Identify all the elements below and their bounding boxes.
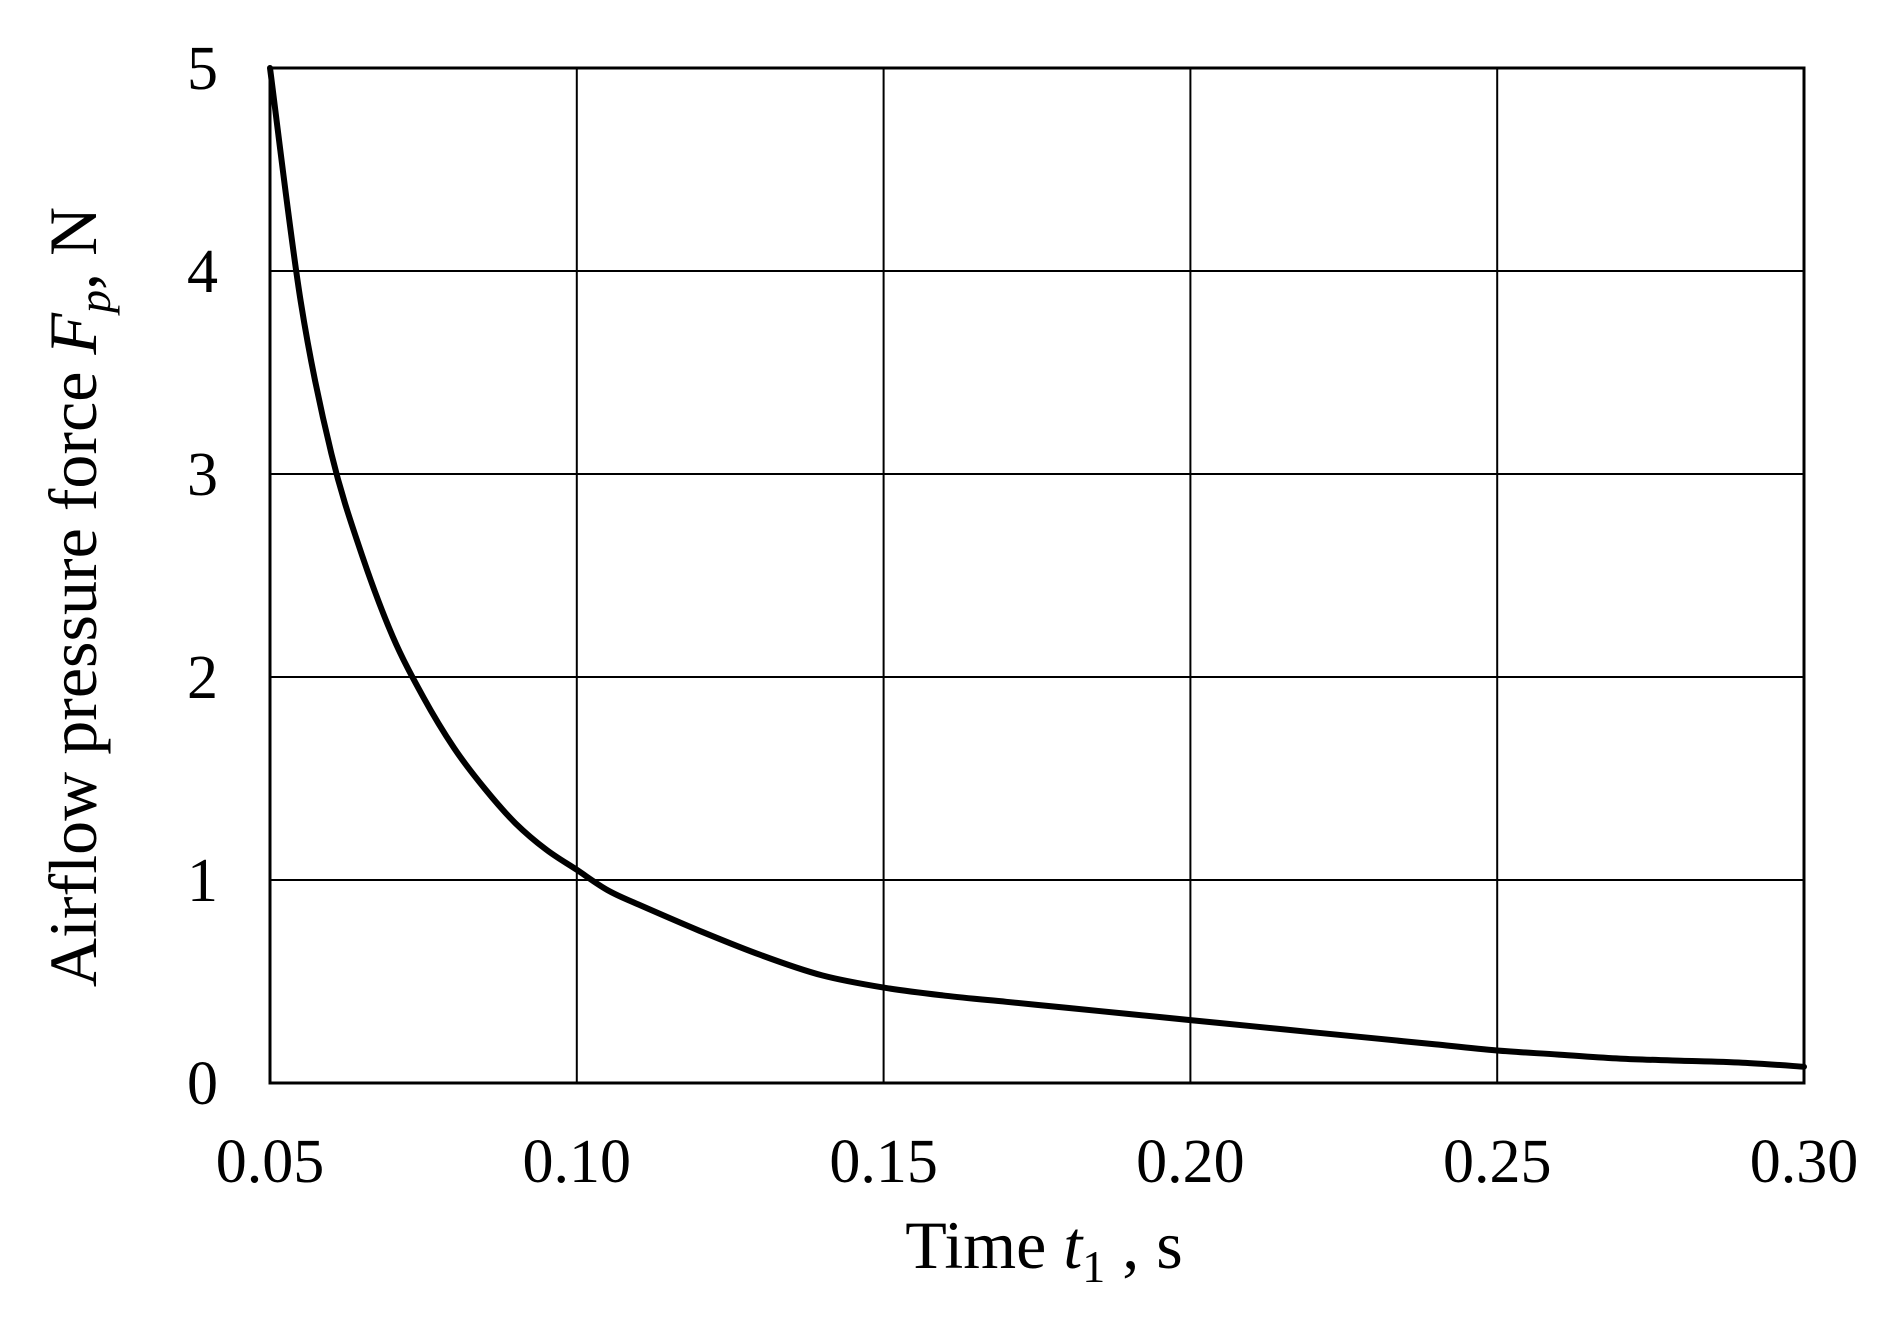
y-tick-label: 2 (187, 644, 218, 712)
y-axis-title-sub: p (69, 290, 120, 316)
y-tick-label: 1 (187, 847, 218, 915)
series-line (267, 65, 1807, 1070)
x-tick-label: 0.25 (1443, 1128, 1552, 1196)
y-tick-label: 4 (187, 238, 218, 306)
x-tick-label: 0.15 (829, 1128, 938, 1196)
plot-frame (268, 66, 1806, 1085)
y-tick-label: 3 (187, 441, 218, 509)
x-axis-title-sub: 1 (1082, 1241, 1105, 1292)
x-tick-label: 0.30 (1750, 1128, 1859, 1196)
y-axis-title: Airflow pressure force Fp, N (35, 207, 120, 987)
x-tick-label: 0.10 (523, 1128, 632, 1196)
x-axis-title-var: t (1063, 1207, 1084, 1283)
y-axis-title-suffix: , N (35, 207, 111, 290)
y-tick-label: 5 (187, 35, 218, 103)
x-tick-label: 0.05 (216, 1128, 325, 1196)
x-axis-title: Time t1 , s (905, 1207, 1183, 1292)
series-layer (267, 65, 1807, 1070)
grid (268, 66, 1806, 1085)
y-axis-title-prefix: Airflow pressure force (35, 355, 111, 988)
x-axis-title-prefix: Time (905, 1207, 1063, 1283)
tick-labels: 0.05 0.10 0.15 0.20 0.25 0.30 0 1 2 3 4 5 (187, 35, 1858, 1196)
y-tick-label: 0 (187, 1050, 218, 1118)
y-axis-title-var: F (35, 312, 111, 356)
x-axis-title-suffix: , s (1105, 1207, 1182, 1283)
x-tick-label: 0.20 (1136, 1128, 1245, 1196)
